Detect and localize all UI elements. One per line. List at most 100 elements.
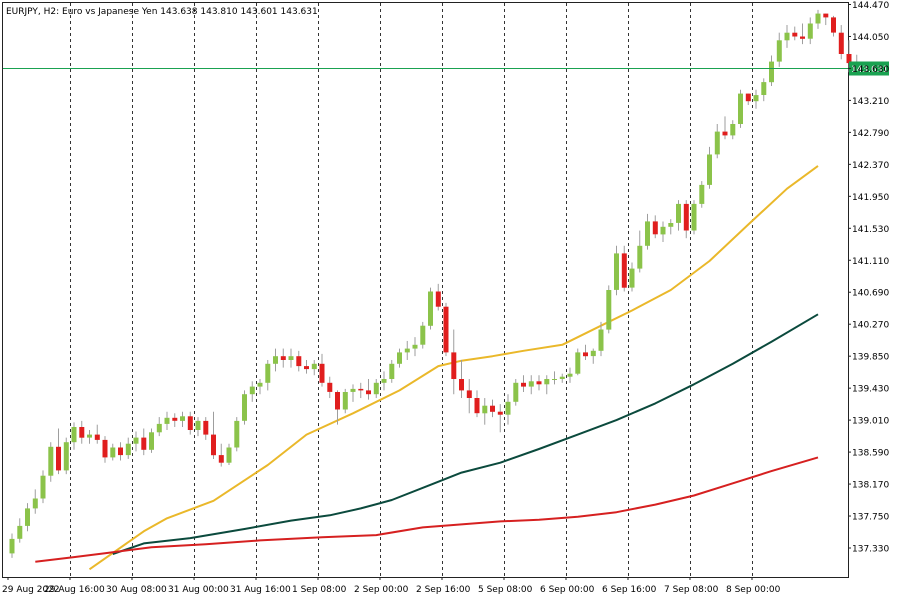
candle-body bbox=[807, 23, 813, 39]
candle bbox=[296, 350, 302, 372]
candle bbox=[342, 388, 348, 414]
candle-body bbox=[528, 381, 534, 387]
candle bbox=[280, 348, 286, 368]
candle bbox=[373, 379, 379, 399]
candle bbox=[40, 470, 46, 504]
y-tick-label: 144.470 bbox=[852, 1, 889, 11]
candle bbox=[389, 359, 395, 383]
candle-body bbox=[265, 363, 271, 383]
candle-body bbox=[195, 420, 201, 430]
candle bbox=[125, 437, 131, 459]
candle-body bbox=[575, 352, 581, 374]
candle bbox=[831, 15, 836, 37]
candle bbox=[234, 417, 240, 452]
candle bbox=[412, 337, 418, 357]
candle-body bbox=[40, 475, 46, 499]
candle bbox=[420, 321, 426, 349]
candle-body bbox=[776, 40, 782, 62]
candle bbox=[156, 417, 162, 437]
candle bbox=[559, 373, 565, 383]
x-tick-label: 31 Aug 16:00 bbox=[230, 585, 291, 595]
candle-body bbox=[598, 329, 604, 351]
candle bbox=[490, 399, 495, 418]
candle-body bbox=[730, 124, 736, 136]
candle-body bbox=[645, 221, 650, 246]
candle-body bbox=[691, 203, 697, 231]
candle bbox=[397, 348, 402, 368]
candle bbox=[683, 200, 689, 239]
candle bbox=[474, 390, 480, 418]
candle bbox=[528, 375, 534, 395]
candles[interactable] bbox=[9, 9, 860, 558]
candle bbox=[242, 390, 247, 425]
candle-body bbox=[544, 379, 550, 385]
y-tick-label: 142.370 bbox=[852, 161, 889, 171]
x-tick-label: 5 Sep 08:00 bbox=[478, 585, 533, 595]
chart-title: EURJPY, H2: Euro vs Japanese Yen 143.638… bbox=[6, 7, 318, 17]
candle-body bbox=[753, 95, 759, 102]
x-tick-label: 2 Sep 16:00 bbox=[416, 585, 471, 595]
candle-body bbox=[459, 379, 464, 391]
x-tick-label: 6 Sep 00:00 bbox=[540, 585, 595, 595]
candle-body bbox=[761, 82, 767, 95]
candle-body bbox=[474, 398, 480, 414]
candle-body bbox=[203, 420, 209, 435]
candle bbox=[451, 329, 457, 395]
y-tick-label: 139.010 bbox=[852, 417, 889, 427]
candle-body bbox=[141, 437, 147, 450]
candle bbox=[521, 375, 526, 392]
y-tick-label: 144.050 bbox=[852, 33, 889, 43]
candle-body bbox=[621, 253, 627, 288]
candle-body bbox=[273, 356, 278, 364]
candle bbox=[9, 533, 15, 558]
plot-area[interactable] bbox=[2, 2, 849, 578]
y-tick-label: 143.210 bbox=[852, 97, 889, 107]
candle-body bbox=[420, 325, 426, 345]
candle bbox=[87, 430, 92, 444]
candle bbox=[699, 181, 705, 208]
candle bbox=[358, 382, 364, 399]
candle bbox=[226, 443, 232, 466]
candle bbox=[366, 379, 371, 400]
candle bbox=[536, 375, 542, 391]
x-tick-label: 29 Aug 2022 bbox=[2, 585, 60, 595]
candle-body bbox=[745, 93, 751, 102]
candle-body bbox=[373, 382, 379, 395]
candle bbox=[79, 420, 85, 444]
candle-body bbox=[280, 356, 286, 360]
candle bbox=[621, 245, 627, 292]
candle-body bbox=[792, 32, 798, 37]
candle bbox=[63, 437, 69, 475]
candle-body bbox=[668, 223, 674, 227]
y-tick-label: 141.110 bbox=[852, 257, 889, 267]
candle bbox=[94, 424, 100, 444]
y-tick-label: 138.590 bbox=[852, 449, 889, 459]
candle bbox=[497, 404, 503, 433]
candle-body bbox=[218, 455, 224, 463]
candle bbox=[211, 411, 216, 459]
y-tick-label: 139.850 bbox=[852, 353, 889, 363]
candle-body bbox=[769, 61, 774, 83]
candle-body bbox=[404, 348, 410, 353]
candle bbox=[180, 411, 185, 427]
x-tick-label: 29 Aug 16:00 bbox=[44, 585, 105, 595]
candle-body bbox=[466, 390, 472, 398]
candle bbox=[203, 417, 209, 440]
candle bbox=[575, 348, 581, 376]
candle-body bbox=[784, 32, 790, 41]
candle bbox=[714, 124, 720, 159]
x-tick-label: 2 Sep 00:00 bbox=[354, 585, 409, 595]
candle bbox=[257, 379, 263, 395]
candle-body bbox=[342, 392, 348, 410]
candle bbox=[187, 411, 193, 435]
candle bbox=[668, 219, 674, 235]
y-tick-label: 140.270 bbox=[852, 321, 889, 331]
candle bbox=[730, 120, 736, 140]
candle bbox=[513, 379, 519, 406]
current-price-tag bbox=[849, 61, 889, 76]
candle-body bbox=[521, 382, 526, 387]
moving-averages bbox=[35, 165, 819, 571]
